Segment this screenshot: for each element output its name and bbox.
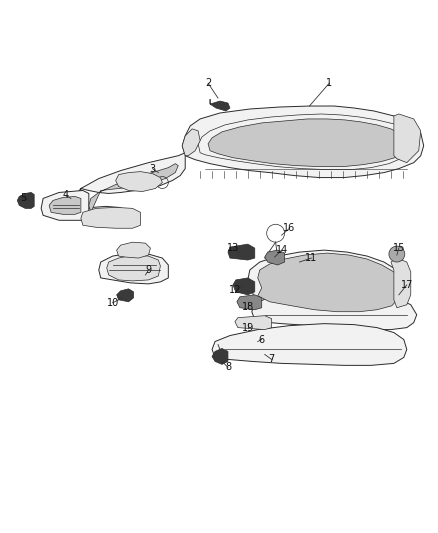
Text: 10: 10 [106, 298, 119, 308]
Polygon shape [212, 349, 228, 365]
Text: 8: 8 [225, 362, 231, 373]
Polygon shape [182, 129, 200, 156]
Text: 1: 1 [326, 78, 332, 88]
Text: 12: 12 [229, 285, 241, 295]
Text: 6: 6 [259, 335, 265, 344]
Polygon shape [208, 119, 407, 167]
Text: 14: 14 [276, 245, 288, 255]
Polygon shape [41, 190, 89, 220]
Text: 3: 3 [149, 164, 155, 174]
Polygon shape [248, 250, 404, 314]
Polygon shape [182, 106, 424, 177]
Polygon shape [116, 172, 162, 191]
Polygon shape [233, 278, 255, 295]
Polygon shape [265, 250, 285, 265]
Polygon shape [107, 255, 160, 281]
Polygon shape [252, 290, 417, 329]
Polygon shape [212, 324, 407, 365]
Text: 16: 16 [283, 223, 296, 233]
Polygon shape [391, 258, 411, 308]
Polygon shape [117, 289, 134, 302]
Polygon shape [89, 164, 178, 212]
Polygon shape [71, 153, 185, 222]
Text: 7: 7 [268, 354, 275, 365]
Polygon shape [17, 192, 34, 208]
Text: 17: 17 [401, 280, 413, 290]
Polygon shape [258, 253, 399, 312]
Text: 5: 5 [20, 193, 26, 204]
Polygon shape [235, 316, 272, 329]
Circle shape [389, 246, 405, 262]
Text: 2: 2 [205, 78, 211, 88]
Text: 19: 19 [242, 322, 254, 333]
Text: 18: 18 [242, 302, 254, 312]
Polygon shape [99, 253, 168, 284]
Polygon shape [81, 207, 141, 228]
Polygon shape [237, 295, 262, 310]
Polygon shape [49, 197, 81, 214]
Text: 9: 9 [145, 265, 152, 275]
Text: 15: 15 [392, 243, 405, 253]
Text: 4: 4 [63, 190, 69, 200]
Text: 11: 11 [305, 253, 318, 263]
Polygon shape [210, 99, 230, 111]
Polygon shape [117, 242, 150, 258]
Polygon shape [228, 244, 255, 260]
Polygon shape [394, 114, 421, 163]
Text: 13: 13 [227, 243, 239, 253]
